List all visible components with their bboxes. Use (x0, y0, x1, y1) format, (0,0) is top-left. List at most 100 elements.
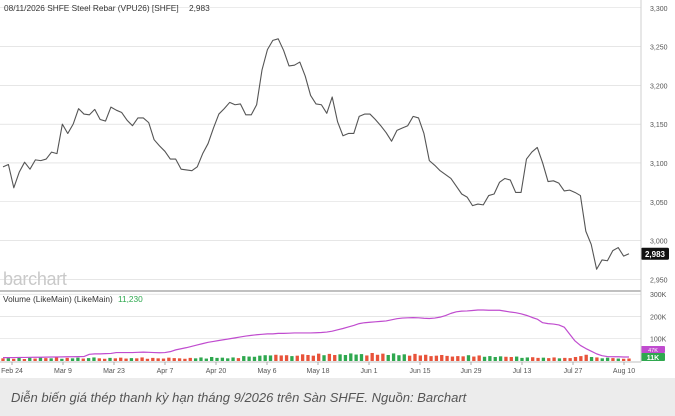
x-tick-label: May 18 (307, 368, 330, 375)
x-tick-label: Mar 9 (54, 368, 72, 375)
volume-bar (514, 356, 519, 361)
volume-bar (151, 357, 155, 361)
volume-bar (103, 358, 107, 361)
volume-bar (290, 356, 294, 361)
volume-bar (204, 358, 208, 361)
volume-bar (343, 354, 348, 361)
caption-bar: Diễn biến giá thép thanh kỳ hạn tháng 9/… (0, 378, 675, 416)
volume-bar (86, 358, 91, 361)
last-price-header: 2,983 (189, 3, 210, 13)
volume-bar (268, 355, 273, 361)
volume-bar (573, 356, 578, 361)
volume-bar (215, 357, 219, 361)
volume-bar (49, 358, 53, 361)
volume-bar (627, 358, 631, 361)
volume-bar (440, 354, 444, 361)
volume-bar (557, 358, 562, 361)
volume-tag-1-text: 47K (648, 348, 658, 354)
volume-bar (504, 356, 508, 361)
volume-bar (177, 358, 182, 361)
x-tick-label: Apr 20 (206, 368, 227, 375)
volume-bar (210, 356, 214, 361)
volume-bar (236, 358, 241, 361)
volume-bar (311, 355, 315, 361)
last-value-tag: 2,983 (641, 247, 669, 260)
volume-bar (616, 358, 620, 361)
volume-bar (456, 356, 460, 361)
volume-y-axis-labels: 300K 200K 100K (650, 292, 667, 344)
volume-bar (220, 357, 225, 361)
volume-bar (541, 357, 546, 361)
volume-panel: 300K 200K 100K Volume (LikeMain) (LikeMain… (0, 292, 667, 362)
volume-bar (525, 357, 529, 361)
volume-bar (306, 354, 310, 361)
volume-bar (135, 358, 139, 361)
volume-bar (140, 357, 144, 361)
volume-bar (193, 358, 198, 361)
volume-bar (370, 352, 374, 361)
volume-bar (413, 353, 417, 361)
volume-bar (568, 358, 572, 361)
volume-bar (563, 357, 567, 361)
volume-bar (579, 356, 583, 361)
volume-bar (81, 358, 85, 361)
volume-bar (482, 356, 487, 361)
caption-text: Diễn biến giá thép thanh kỳ hạn tháng 9/… (11, 390, 467, 405)
volume-bar (547, 358, 551, 361)
volume-bar (424, 354, 428, 361)
volume-bar (536, 357, 540, 361)
volume-grid (0, 293, 641, 340)
volume-bar (129, 358, 134, 361)
x-tick-label: Aug 10 (613, 368, 635, 375)
price-y-tick-label: 2,950 (650, 277, 668, 284)
volume-bars (1, 352, 631, 361)
x-tick-label: Jul 27 (564, 368, 583, 375)
price-y-tick-label: 3,150 (650, 122, 668, 129)
volume-bar (322, 355, 326, 361)
volume-bar (397, 355, 401, 361)
last-value-tag-text: 2,983 (645, 250, 666, 259)
last-value-tag-box (641, 247, 669, 260)
x-tick-label: Jun 29 (460, 368, 481, 375)
volume-bar (450, 356, 455, 361)
volume-bar (338, 354, 342, 361)
volume-bar (472, 356, 476, 361)
volume-bar (295, 355, 299, 361)
volume-bar (407, 355, 412, 361)
volume-bar (434, 355, 439, 361)
volume-bar (70, 358, 75, 361)
price-series (2, 38, 630, 270)
volume-bar (605, 357, 610, 361)
volume-bar (199, 357, 203, 361)
volume-bar (97, 358, 101, 361)
volume-bar (172, 358, 176, 361)
volume-tag-2-box (641, 353, 665, 361)
volume-average-series (3, 309, 629, 359)
volume-bar (477, 355, 481, 361)
volume-bar (156, 358, 160, 361)
volume-bar (188, 357, 192, 361)
volume-bar (145, 358, 150, 361)
volume-bar (1, 358, 5, 361)
volume-tags: 47K 11K (641, 346, 665, 362)
volume-bar (60, 358, 64, 361)
volume-header-label: Volume (LikeMain) (LikeMain) (3, 294, 113, 304)
price-y-tick-label: 3,250 (650, 45, 668, 52)
volume-bar (54, 356, 59, 361)
volume-average-line (3, 309, 629, 359)
volume-bar (375, 354, 380, 361)
volume-header-value: 11,230 (118, 294, 143, 304)
volume-bar (520, 357, 524, 361)
volume-bar (402, 354, 406, 361)
volume-bar (365, 355, 369, 361)
x-tick-label: Apr 7 (157, 368, 174, 375)
volume-bar (359, 354, 364, 361)
x-tick-label: Jul 13 (513, 368, 532, 375)
volume-bar (119, 357, 123, 361)
volume-bar (167, 357, 171, 361)
x-axis-ticks: Feb 24 Mar 9 Mar 23 Apr 7 Apr 20 May 6 May 18 J… (1, 362, 635, 375)
volume-bar (12, 358, 16, 361)
volume-bar (493, 356, 497, 361)
volume-bar (6, 358, 11, 361)
volume-y-tick-label: 300K (650, 292, 667, 299)
